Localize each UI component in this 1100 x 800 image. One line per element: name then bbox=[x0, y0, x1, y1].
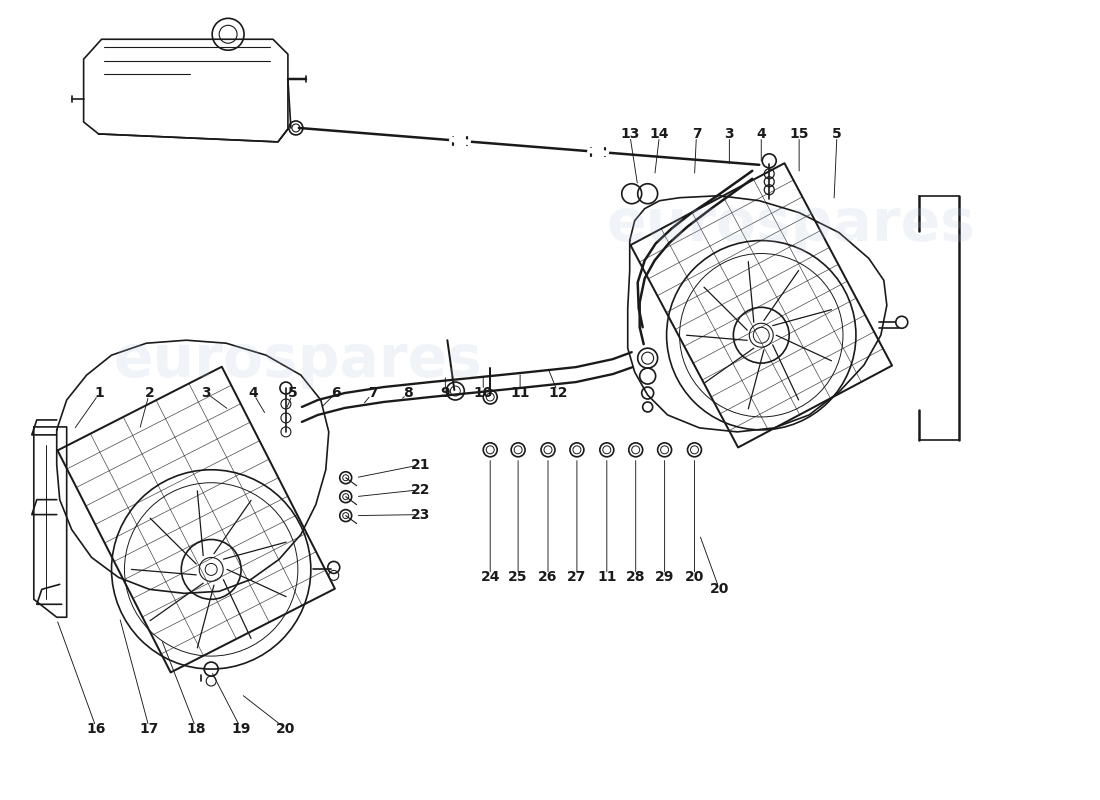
Text: 23: 23 bbox=[410, 508, 430, 522]
Text: 27: 27 bbox=[568, 570, 586, 584]
Text: 14: 14 bbox=[650, 127, 670, 141]
Text: 26: 26 bbox=[538, 570, 558, 584]
Text: 3: 3 bbox=[725, 127, 734, 141]
Text: 16: 16 bbox=[87, 722, 107, 736]
Text: 20: 20 bbox=[276, 722, 296, 736]
Text: 15: 15 bbox=[790, 127, 808, 141]
Circle shape bbox=[289, 121, 302, 135]
Text: 7: 7 bbox=[367, 386, 377, 400]
Text: 11: 11 bbox=[510, 386, 530, 400]
Text: 24: 24 bbox=[481, 570, 500, 584]
Text: 21: 21 bbox=[410, 458, 430, 472]
Text: 4: 4 bbox=[757, 127, 766, 141]
Text: 1: 1 bbox=[95, 386, 104, 400]
Text: 19: 19 bbox=[231, 722, 251, 736]
Text: 11: 11 bbox=[597, 570, 617, 584]
Text: eurospares: eurospares bbox=[113, 332, 483, 389]
Text: 9: 9 bbox=[441, 386, 450, 400]
Text: 8: 8 bbox=[404, 386, 414, 400]
Text: 3: 3 bbox=[201, 386, 211, 400]
Text: 13: 13 bbox=[620, 127, 639, 141]
Text: 2: 2 bbox=[144, 386, 154, 400]
Text: 10: 10 bbox=[473, 386, 493, 400]
Text: 6: 6 bbox=[331, 386, 341, 400]
Text: 28: 28 bbox=[626, 570, 646, 584]
Text: 22: 22 bbox=[410, 482, 430, 497]
Text: 18: 18 bbox=[187, 722, 206, 736]
Text: 12: 12 bbox=[548, 386, 568, 400]
Text: 5: 5 bbox=[832, 127, 842, 141]
Text: 17: 17 bbox=[140, 722, 159, 736]
Text: 29: 29 bbox=[654, 570, 674, 584]
Text: eurospares: eurospares bbox=[607, 196, 976, 253]
Text: 5: 5 bbox=[288, 386, 298, 400]
Text: 4: 4 bbox=[249, 386, 257, 400]
Text: 7: 7 bbox=[692, 127, 702, 141]
Text: 25: 25 bbox=[508, 570, 528, 584]
Text: 20: 20 bbox=[685, 570, 704, 584]
Text: 20: 20 bbox=[710, 582, 729, 596]
Circle shape bbox=[895, 316, 908, 328]
